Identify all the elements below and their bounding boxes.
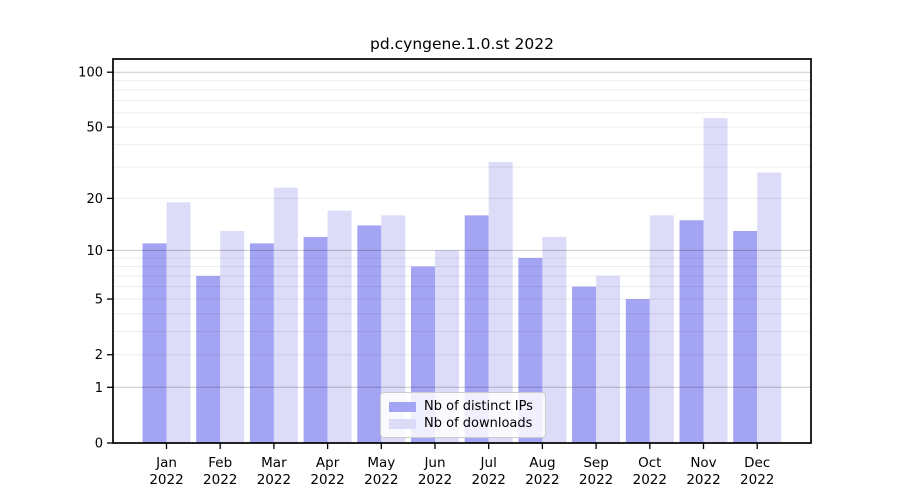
bar: [572, 286, 597, 443]
x-tick-label: Sep 2022: [579, 455, 613, 488]
bar: [679, 220, 704, 443]
x-tick-label: Mar 2022: [257, 455, 291, 488]
legend-row-downloads: Nb of downloads: [389, 416, 537, 431]
bar: [142, 243, 167, 443]
bar: [596, 275, 621, 443]
x-tick-label: May 2022: [364, 455, 398, 488]
bar: [649, 215, 674, 443]
bar: [625, 299, 650, 443]
x-tick-label: Jan 2022: [149, 455, 183, 488]
y-tick-label: 100: [78, 66, 103, 81]
y-axis: 0 1 2 5 10 20 50 100: [78, 66, 113, 452]
bar: [542, 236, 567, 443]
bar: [733, 230, 758, 443]
y-tick-label: 50: [86, 121, 103, 136]
legend-label-downloads: Nb of downloads: [424, 416, 533, 431]
minor-gridlines: [113, 80, 811, 356]
bar: [249, 243, 274, 443]
chart-title: pd.cyngene.1.0.st 2022: [370, 35, 554, 53]
legend: Nb of distinct IPs Nb of downloads: [380, 392, 546, 438]
x-tick-label: Feb 2022: [203, 455, 237, 488]
y-tick-label: 5: [95, 293, 103, 308]
legend-label-distinct-ips: Nb of distinct IPs: [424, 399, 533, 414]
x-axis: Jan 2022 Feb 2022 Mar 2022 Apr 2022 May 2022 Jun 20…: [149, 443, 774, 488]
y-tick-label: 1: [95, 381, 103, 396]
major-gridlines: [113, 71, 811, 388]
x-tick-label: Apr 2022: [310, 455, 344, 488]
bar: [303, 236, 328, 443]
bar: [196, 275, 221, 443]
bar: [273, 187, 298, 443]
x-tick-label: Jul 2022: [472, 455, 506, 488]
legend-row-distinct-ips: Nb of distinct IPs: [389, 399, 537, 414]
bar: [220, 230, 245, 443]
y-tick-label: 10: [86, 244, 103, 259]
bar: [327, 210, 352, 443]
x-tick-label: Nov 2022: [686, 455, 720, 488]
bar: [703, 118, 728, 444]
x-tick-label: Oct 2022: [633, 455, 667, 488]
legend-swatch-distinct-ips: [389, 401, 416, 412]
y-tick-label: 2: [95, 348, 103, 363]
bar: [166, 202, 191, 443]
x-tick-label: Jun 2022: [418, 455, 452, 488]
plot-frame: [112, 58, 812, 444]
legend-swatch-downloads: [389, 418, 416, 429]
x-tick-label: Dec 2022: [740, 455, 774, 488]
x-tick-label: Aug 2022: [525, 455, 559, 488]
bar: [757, 172, 782, 444]
bar: [357, 225, 382, 443]
y-tick-label: 20: [86, 192, 103, 207]
y-tick-label: 0: [95, 437, 103, 452]
